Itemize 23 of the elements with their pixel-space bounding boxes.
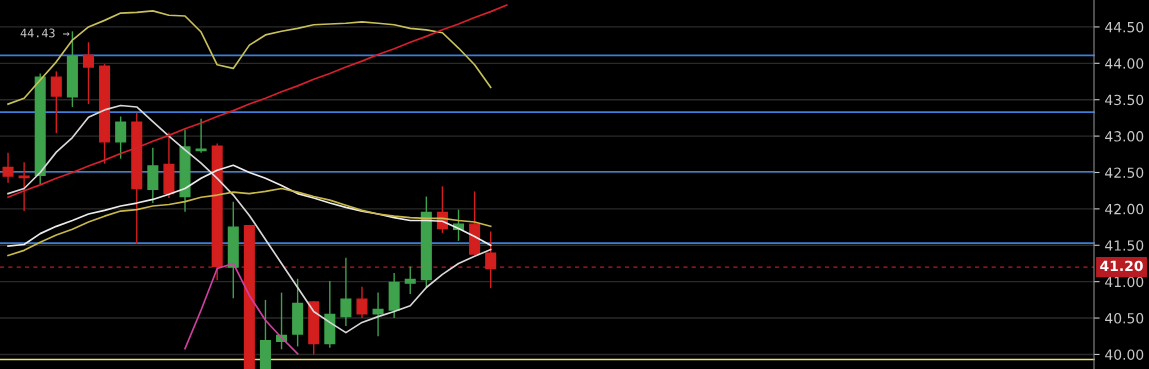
candlestick	[485, 231, 497, 289]
candlestick	[356, 286, 368, 319]
candlestick	[82, 42, 95, 105]
ref-line-label: 41.20	[1100, 260, 1143, 272]
annotation: 44.43 →	[20, 28, 70, 38]
candlestick	[115, 116, 127, 159]
y-tick-label: 43.50	[1105, 94, 1144, 106]
y-tick-label: 40.00	[1105, 349, 1144, 360]
candlestick	[195, 118, 207, 153]
y-tick-label: 42.00	[1105, 203, 1144, 215]
y-tick-label: 41.50	[1105, 240, 1144, 251]
candlestick	[340, 257, 352, 327]
y-tick-label: 40.50	[1105, 313, 1144, 324]
y-tick-label: 44.50	[1105, 21, 1144, 33]
candlestick	[2, 152, 14, 183]
y-tick-label: 42.50	[1105, 167, 1144, 178]
y-tick-label: 43.00	[1105, 131, 1144, 142]
y-tick-label: 44.00	[1105, 58, 1144, 69]
y-tick-label: 41.00	[1105, 276, 1144, 288]
candlestick	[50, 71, 62, 134]
candlestick	[147, 147, 159, 204]
candlestick	[404, 266, 416, 295]
candlestick	[18, 162, 30, 212]
